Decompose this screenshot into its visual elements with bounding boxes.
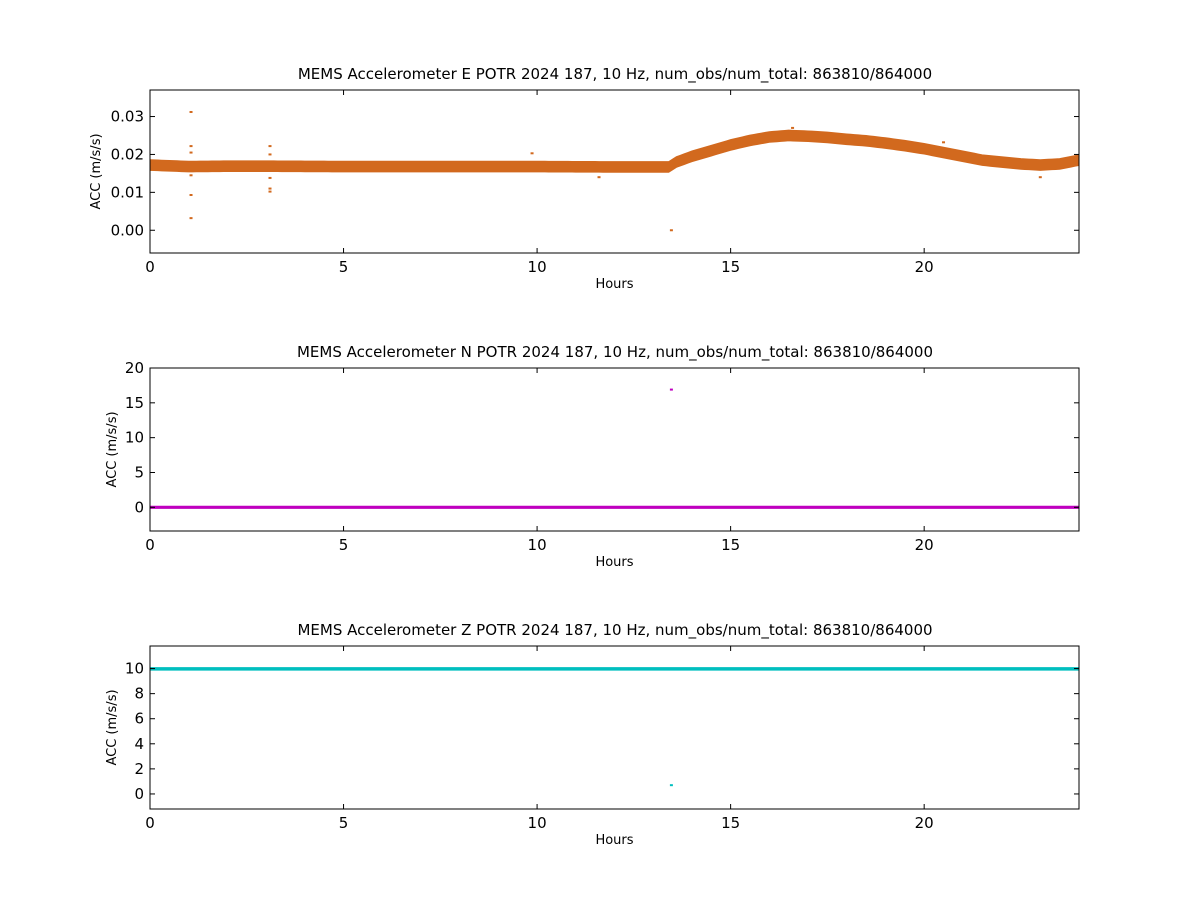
e-data-point <box>189 151 193 154</box>
e-data-point <box>597 176 601 179</box>
e-y-tick-label: 0.00 <box>111 221 144 239</box>
z-plot-area <box>150 667 1079 787</box>
z-y-tick-label: 8 <box>134 685 144 703</box>
e-data-point <box>669 229 673 232</box>
e-data-point <box>530 152 534 155</box>
e-data-point <box>1038 176 1042 179</box>
n-chart-title: MEMS Accelerometer N POTR 2024 187, 10 H… <box>297 343 933 362</box>
z-x-tick-label: 10 <box>528 814 547 832</box>
e-data-point <box>268 187 272 190</box>
n-y-axis-label: ACC (m/s/s) <box>105 411 120 487</box>
n-x-axis-label: Hours <box>595 555 633 570</box>
e-y-axis-label: ACC (m/s/s) <box>89 133 104 209</box>
z-axes-frame <box>149 645 1080 810</box>
e-data-point <box>189 217 193 220</box>
n-x-tick-label: 0 <box>145 536 155 554</box>
e-data-point <box>189 145 193 148</box>
z-data-point <box>669 784 673 787</box>
e-x-tick-label: 0 <box>145 258 155 276</box>
e-data-point <box>268 190 272 193</box>
e-data-point <box>268 176 272 179</box>
n-y-tick-label: 10 <box>125 429 144 447</box>
z-data-band <box>150 667 1079 671</box>
e-y-tick-label: 0.01 <box>111 183 144 201</box>
n-y-tick-label: 0 <box>134 498 144 516</box>
e-x-axis-label: Hours <box>595 277 633 292</box>
e-plot-area <box>150 110 1079 232</box>
e-data-point <box>189 174 193 177</box>
e-y-tick-label: 0.03 <box>111 108 144 126</box>
n-y-tick-label: 20 <box>125 359 144 377</box>
e-data-point <box>268 145 272 148</box>
n-y-tick-label: 5 <box>134 463 144 481</box>
n-x-tick-label: 5 <box>339 536 349 554</box>
z-y-tick-label: 2 <box>134 760 144 778</box>
e-x-tick-label: 15 <box>721 258 740 276</box>
e-data-band <box>150 129 1079 173</box>
z-x-tick-label: 20 <box>915 814 934 832</box>
n-data-band <box>150 505 1079 509</box>
e-data-point <box>942 141 946 144</box>
z-x-tick-label: 5 <box>339 814 349 832</box>
z-y-tick-label: 10 <box>125 660 144 678</box>
e-data-point <box>189 194 193 196</box>
e-axis-panel: MEMS Accelerometer E POTR 2024 187, 10 H… <box>89 65 1080 292</box>
n-plot-area <box>150 388 1079 509</box>
z-y-tick-label: 0 <box>134 785 144 803</box>
n-axis-panel: MEMS Accelerometer N POTR 2024 187, 10 H… <box>105 343 1080 570</box>
z-y-tick-label: 4 <box>134 735 144 753</box>
z-y-tick-label: 6 <box>134 710 144 728</box>
z-x-tick-label: 0 <box>145 814 155 832</box>
z-x-tick-label: 15 <box>721 814 740 832</box>
e-data-point <box>791 126 795 129</box>
e-x-tick-label: 10 <box>528 258 547 276</box>
z-axis-panel: MEMS Accelerometer Z POTR 2024 187, 10 H… <box>105 621 1080 848</box>
n-y-tick-label: 15 <box>125 394 144 412</box>
n-x-tick-label: 20 <box>915 536 934 554</box>
n-axes-frame <box>149 367 1080 532</box>
z-chart-title: MEMS Accelerometer Z POTR 2024 187, 10 H… <box>297 621 932 640</box>
e-data-point <box>189 110 193 113</box>
z-x-axis-label: Hours <box>595 833 633 848</box>
e-x-tick-label: 20 <box>915 258 934 276</box>
n-x-tick-label: 10 <box>528 536 547 554</box>
e-axes-frame <box>149 89 1080 254</box>
e-data-point <box>268 153 272 156</box>
e-chart-title: MEMS Accelerometer E POTR 2024 187, 10 H… <box>298 65 932 84</box>
n-x-tick-label: 15 <box>721 536 740 554</box>
e-x-tick-label: 5 <box>339 258 349 276</box>
n-data-point <box>669 388 673 391</box>
e-y-tick-label: 0.02 <box>111 145 144 163</box>
z-y-axis-label: ACC (m/s/s) <box>105 689 120 765</box>
